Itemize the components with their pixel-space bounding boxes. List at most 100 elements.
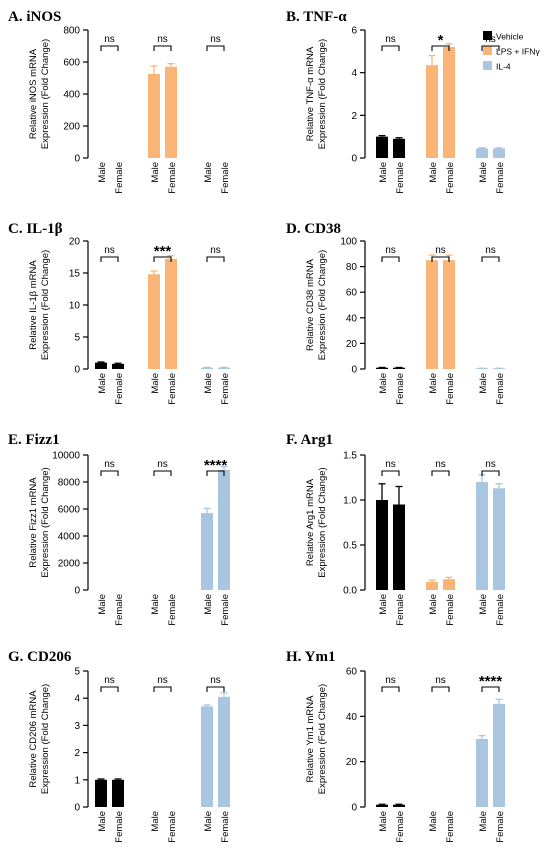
significance-bracket xyxy=(153,470,172,476)
x-tick-label: Male xyxy=(203,162,214,183)
y-tick-label: 600 xyxy=(63,58,80,69)
significance-bracket xyxy=(431,686,450,692)
x-tick-label: Male xyxy=(428,373,439,394)
bar xyxy=(218,469,230,590)
panel-title-a: A. iNOS xyxy=(8,9,61,25)
legend-swatch-il4 xyxy=(483,61,492,70)
y-tick-label: 0 xyxy=(74,154,80,165)
y-tick-label: 4 xyxy=(351,68,357,79)
y-axis-title-line2: Expression (Fold Change) xyxy=(40,250,51,360)
y-tick-label: 2 xyxy=(74,748,80,759)
x-tick-label: Female xyxy=(495,594,506,626)
bar xyxy=(201,513,213,590)
bar xyxy=(165,66,177,158)
chart-panel-e: 0 2000 4000 6000 8000 10000 Relative Fizz1 mRN… xyxy=(28,451,231,626)
bar xyxy=(218,367,230,369)
x-tick-label: Male xyxy=(97,162,108,183)
significance-bracket xyxy=(206,470,225,476)
significance-bracket xyxy=(153,45,172,51)
bar xyxy=(95,779,107,807)
bar xyxy=(201,367,213,369)
bar xyxy=(95,362,107,369)
significance-label: ns xyxy=(104,675,115,686)
x-tick-label: Male xyxy=(378,594,389,615)
significance-label: ns xyxy=(210,675,221,686)
y-axis-title-line1: Relative CD206 mRNA xyxy=(28,690,39,788)
y-axis-title-line2: Expression (Fold Change) xyxy=(317,250,328,360)
bar xyxy=(443,260,455,369)
chart-panel-c: 0 5 10 15 20 Relative IL-1β mRNA Expression (F… xyxy=(28,237,231,405)
significance-label: ns xyxy=(157,675,168,686)
x-tick-label: Female xyxy=(114,162,125,194)
y-tick-label: 0.5 xyxy=(343,541,357,552)
x-tick-label: Female xyxy=(114,811,125,843)
significance-label: ns xyxy=(104,459,115,470)
panel-title-e: E. Fizz1 xyxy=(8,432,60,448)
bar xyxy=(218,696,230,807)
y-tick-label: 2000 xyxy=(58,559,81,570)
y-tick-label: 100 xyxy=(340,237,357,248)
bar xyxy=(443,47,455,158)
bar xyxy=(476,739,488,807)
significance-bracket xyxy=(381,45,400,51)
x-tick-label: Female xyxy=(495,811,506,843)
y-tick-label: 60 xyxy=(346,667,358,678)
significance-bracket xyxy=(100,45,119,51)
bar xyxy=(426,260,438,369)
bar xyxy=(493,368,505,369)
significance-bracket xyxy=(153,686,172,692)
significance-label: ns xyxy=(210,34,221,45)
x-tick-label: Male xyxy=(150,811,161,832)
significance-bracket xyxy=(481,45,500,51)
y-tick-label: 40 xyxy=(346,313,358,324)
x-tick-label: Male xyxy=(97,594,108,615)
x-tick-label: Male xyxy=(203,594,214,615)
y-tick-label: 4 xyxy=(74,694,80,705)
chart-panel-b: 0 2 4 6 Relative TNF-α mRNA Expression (Fold … xyxy=(305,26,506,194)
y-axis-title-line1: Relative Arg1 mRNA xyxy=(305,478,316,566)
legend-label-il4: IL-4 xyxy=(496,62,511,72)
x-tick-label: Female xyxy=(114,594,125,626)
y-axis-title-line1: Relative Ym1 mRNA xyxy=(305,695,316,783)
y-tick-label: 5 xyxy=(74,667,80,678)
x-tick-label: Female xyxy=(445,162,456,194)
significance-bracket xyxy=(481,470,500,476)
bar xyxy=(493,488,505,590)
x-tick-label: Male xyxy=(378,811,389,832)
significance-label: * xyxy=(438,32,444,49)
x-tick-label: Male xyxy=(428,162,439,183)
significance-bracket xyxy=(206,686,225,692)
x-tick-label: Male xyxy=(378,373,389,394)
y-tick-label: 80 xyxy=(346,262,358,273)
significance-label: ns xyxy=(485,34,496,45)
significance-label: ns xyxy=(385,245,396,256)
bar xyxy=(476,482,488,590)
significance-bracket xyxy=(206,256,225,262)
y-axis-title-line2: Expression (Fold Change) xyxy=(40,39,51,149)
x-tick-label: Male xyxy=(478,373,489,394)
significance-bracket xyxy=(206,45,225,51)
bar xyxy=(426,65,438,158)
significance-label: **** xyxy=(479,673,503,690)
significance-bracket xyxy=(481,686,500,692)
bar xyxy=(443,579,455,590)
y-tick-label: 0 xyxy=(351,154,357,165)
panel-title-d: D. CD38 xyxy=(286,221,341,237)
y-tick-label: 0.0 xyxy=(343,586,357,597)
y-axis-title-line1: Relative iNOS mRNA xyxy=(28,48,39,139)
y-tick-label: 0 xyxy=(351,803,357,814)
bar xyxy=(148,274,160,369)
bar xyxy=(376,136,388,158)
x-tick-label: Female xyxy=(114,373,125,405)
chart-panel-a: 0 200 400 600 800 Relative iNOS mRNA Expressio… xyxy=(28,26,231,194)
bar xyxy=(376,804,388,807)
significance-bracket xyxy=(431,45,450,51)
y-axis-title-line2: Expression (Fold Change) xyxy=(317,684,328,794)
y-axis-title-line2: Expression (Fold Change) xyxy=(40,467,51,577)
significance-label: ns xyxy=(435,245,446,256)
bar xyxy=(376,500,388,590)
x-tick-label: Male xyxy=(97,811,108,832)
bar xyxy=(165,258,177,369)
significance-bracket xyxy=(431,256,450,262)
